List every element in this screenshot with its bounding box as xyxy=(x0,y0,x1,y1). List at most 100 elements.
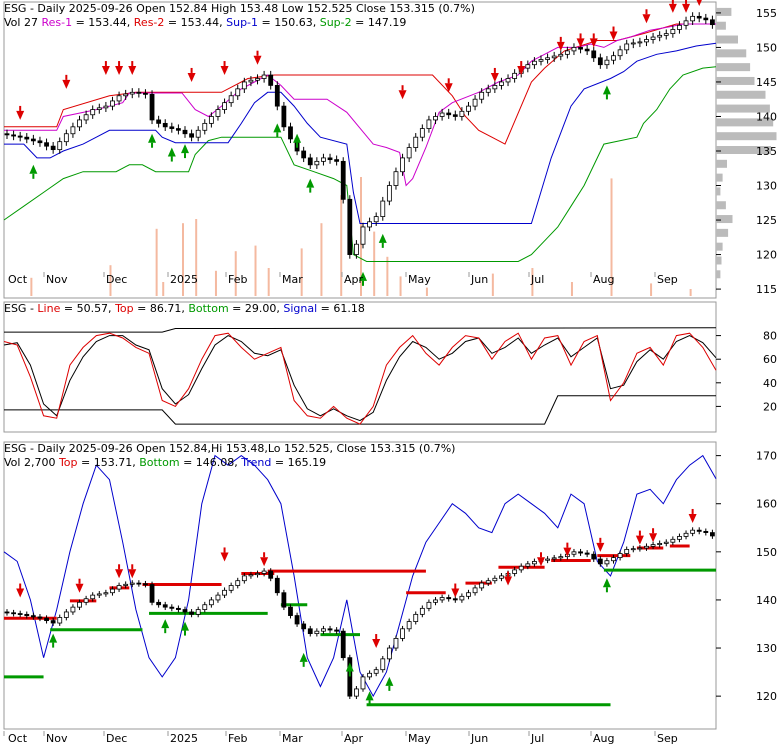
trend-price-candle xyxy=(472,587,478,594)
price-candle xyxy=(485,88,491,93)
price-panel-legend: Vol 27 Res-1 = 153.44, Res-2 = 153.44, S… xyxy=(4,16,406,29)
trend-price-candle xyxy=(479,582,485,589)
price-candle xyxy=(169,126,175,129)
x-tick-label: Jul xyxy=(530,273,544,286)
trend-price-candle xyxy=(281,592,287,608)
panel-frame xyxy=(3,301,717,433)
buy-arrow-icon xyxy=(49,633,58,643)
buy-arrow-icon xyxy=(29,164,38,174)
price-candle xyxy=(400,157,405,173)
buy-arrow-icon xyxy=(602,578,611,588)
trend-price-candle xyxy=(215,594,221,601)
y-tick-label: 160 xyxy=(756,498,777,511)
price-candle xyxy=(57,141,63,151)
volume-bar xyxy=(162,282,165,296)
price-candle xyxy=(340,160,346,200)
price-candle xyxy=(578,47,583,50)
x-tick-label: Aug xyxy=(593,273,614,286)
resistance-2-line xyxy=(4,23,716,145)
price-candle xyxy=(413,136,419,148)
volume-bar xyxy=(491,273,494,296)
top-band-line xyxy=(4,327,717,333)
trend-price-candle xyxy=(321,628,326,632)
legend-text: = 86.71, xyxy=(134,302,189,315)
price-candle xyxy=(373,216,379,223)
buy-arrow-icon xyxy=(359,271,367,281)
volume-bar xyxy=(340,195,343,296)
price-candle xyxy=(512,72,518,79)
price-candle xyxy=(551,55,557,59)
y-tick-label: 135 xyxy=(756,145,777,158)
buy-arrow-icon xyxy=(365,691,374,701)
price-candle xyxy=(129,91,135,95)
trend-price-candle xyxy=(433,599,438,603)
legend-text: = 147.19 xyxy=(352,16,407,29)
legend-text: = 150.63, xyxy=(258,16,320,29)
y-tick-label: 145 xyxy=(756,76,777,89)
price-candle xyxy=(703,17,709,21)
trend-price-candle xyxy=(419,607,425,615)
trend-price-candle xyxy=(189,611,194,615)
legend-text: ESG - Daily 2025-09-26 Open 152.84,Hi 15… xyxy=(4,442,455,455)
sell-arrow-icon xyxy=(260,557,269,567)
x-tick-label: Sep xyxy=(657,732,678,745)
price-candle xyxy=(248,79,254,83)
buy-arrow-icon xyxy=(161,619,170,629)
trend-price-candle xyxy=(373,669,379,674)
price-candle xyxy=(670,29,676,35)
volume-bar xyxy=(689,289,692,296)
volume-bar xyxy=(267,268,270,296)
trend-price-candle xyxy=(380,658,386,671)
trend-price-candle xyxy=(393,638,399,649)
price-candle xyxy=(156,119,162,124)
y-tick-label: 80 xyxy=(763,330,777,343)
trend-price-candle xyxy=(182,609,188,613)
price-candle xyxy=(24,136,30,140)
volume-bar xyxy=(399,276,402,296)
legend-text: Line xyxy=(37,302,60,315)
price-candle xyxy=(657,34,663,38)
price-candle xyxy=(433,116,438,121)
x-tick-label: Apr xyxy=(344,273,364,286)
x-tick-label: May xyxy=(408,732,431,745)
price-candle xyxy=(505,78,511,83)
volume-bar xyxy=(531,268,534,296)
sell-arrow-icon xyxy=(642,14,651,24)
trend-price-candle xyxy=(532,561,537,565)
price-candle xyxy=(103,105,109,109)
price-candle xyxy=(558,53,564,57)
trend-price-candle xyxy=(17,613,23,615)
trend-price-candle xyxy=(617,553,623,559)
signal-line xyxy=(3,335,717,422)
sell-arrow-icon xyxy=(609,31,618,41)
x-tick-label: Nov xyxy=(46,273,68,286)
volume-bar xyxy=(109,265,112,296)
legend-text: Bottom xyxy=(139,456,179,469)
price-candle xyxy=(189,133,194,138)
trend-price-candle xyxy=(499,575,504,579)
volume-profile-bar xyxy=(716,90,766,99)
price-candle xyxy=(446,112,452,116)
trend-price-candle xyxy=(176,607,181,610)
sell-arrow-icon xyxy=(115,569,124,579)
price-candle xyxy=(90,109,96,116)
price-candle xyxy=(696,15,702,19)
trend-price-candle xyxy=(83,598,89,603)
trend-price-candle xyxy=(644,545,649,549)
price-candle xyxy=(70,126,76,135)
trend-panel: 120 130 140 150 160 170 Oct Nov Dec 2025 Feb Mar Apr… xyxy=(3,441,777,745)
y-tick-label: 125 xyxy=(756,214,777,227)
trend-price-candle xyxy=(50,620,56,624)
price-candle xyxy=(44,142,49,147)
trend-price-candle xyxy=(37,616,43,619)
trend-price-candle xyxy=(334,629,340,632)
trend-price-candle xyxy=(466,592,471,597)
legend-text: ESG - Daily 2025-09-26 Open 152.84 High … xyxy=(4,2,475,15)
sell-arrow-icon xyxy=(649,533,658,543)
price-candle xyxy=(406,147,412,159)
trend-price-candle xyxy=(551,557,557,560)
trend-price-candle xyxy=(485,580,491,584)
price-candle xyxy=(499,81,504,86)
y-tick-label: 140 xyxy=(756,110,777,123)
price-candle xyxy=(241,81,247,90)
